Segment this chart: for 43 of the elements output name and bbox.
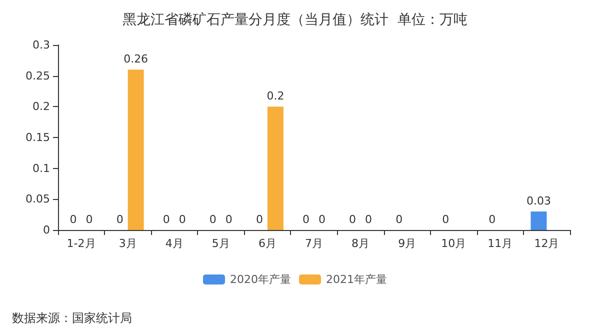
data-label: 0.2 [266,90,284,103]
data-label: 0 [70,213,77,226]
bar [530,212,547,230]
x-tick-label: 4月 [165,237,184,250]
data-label: 0.03 [526,194,551,208]
x-tick-label: 1-2月 [66,237,96,250]
y-tick-label: 0.3 [32,38,50,52]
bar [128,70,144,230]
data-label: 0 [442,213,450,226]
legend-label: 2020年产量 [230,273,292,286]
x-tick-label: 5月 [212,237,230,250]
bar [267,106,284,230]
x-tick-label: 8月 [352,237,370,250]
data-label: 0 [488,213,496,226]
y-tick-label: 0 [43,224,50,236]
data-label: 0 [162,213,170,226]
x-tick-label: 3月 [118,237,137,250]
y-tick-label: 0.1 [32,162,50,175]
data-label: 0 [302,213,310,226]
x-tick-label: 10月 [441,237,466,250]
data-label: 0 [178,213,186,226]
x-tick-label: 9月 [398,237,416,250]
chart-title: 黑龙江省磷矿石产量分月度（当月值）统计 单位：万吨 [122,12,468,28]
x-tick-label: 12月 [534,237,560,250]
legend-label: 2021年产量 [326,273,387,286]
data-label: 0 [365,213,372,226]
source-note: 数据来源：国家统计局 [12,311,132,325]
x-tick-label: 6月 [258,237,276,250]
y-tick-label: 0.25 [26,69,50,82]
data-label: 0.26 [124,52,148,66]
x-tick-label: 11月 [488,237,513,250]
data-label: 0 [225,213,232,226]
y-tick-label: 0.2 [32,100,50,114]
data-label: 0 [256,213,263,226]
data-label: 0 [209,213,216,226]
data-label: 0 [86,213,93,226]
y-tick-label: 0.05 [26,192,50,206]
x-tick-label: 7月 [305,237,323,250]
y-tick-label: 0.15 [26,131,50,144]
data-label: 0 [396,213,403,226]
data-label: 0 [318,213,326,226]
data-label: 0 [349,213,356,226]
data-label: 0 [116,213,124,226]
